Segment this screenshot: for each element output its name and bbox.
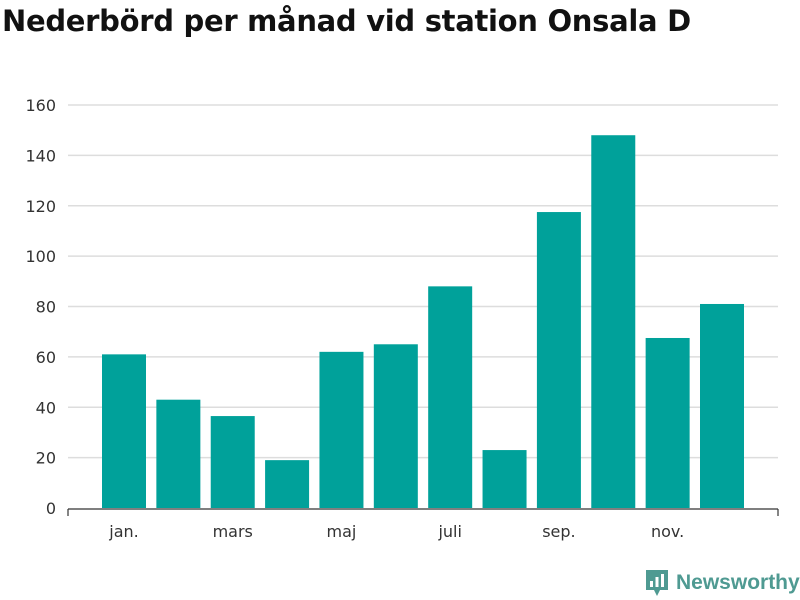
y-tick-label: 100 bbox=[25, 247, 56, 266]
bar bbox=[591, 135, 636, 508]
y-tick-label: 160 bbox=[25, 96, 56, 115]
tick-labels: 0 20 40 60 80 100 120 140 160 jan. mars maj juli sep.… bbox=[25, 96, 684, 541]
x-tick-label: sep. bbox=[542, 522, 575, 541]
y-tick-label: 80 bbox=[36, 298, 56, 317]
bar bbox=[428, 286, 473, 508]
axes bbox=[67, 508, 779, 516]
bar bbox=[319, 351, 364, 508]
y-tick-label: 140 bbox=[25, 146, 56, 165]
brand-logo: Newsworthy bbox=[644, 568, 800, 598]
y-tick-label: 20 bbox=[36, 449, 56, 468]
bar bbox=[210, 416, 255, 508]
bar bbox=[265, 460, 310, 508]
y-tick-label: 0 bbox=[46, 499, 56, 518]
bar bbox=[536, 212, 581, 508]
newsworthy-logo-icon bbox=[646, 570, 668, 596]
bars bbox=[102, 135, 744, 508]
bar bbox=[700, 303, 744, 508]
bar bbox=[102, 354, 146, 508]
y-tick-label: 40 bbox=[36, 398, 56, 417]
x-tick-label: jan. bbox=[108, 522, 138, 541]
bar bbox=[645, 337, 690, 508]
brand-name: Newsworthy bbox=[676, 571, 800, 594]
bar bbox=[482, 450, 527, 508]
y-tick-label: 120 bbox=[25, 197, 56, 216]
x-tick-label: nov. bbox=[651, 522, 684, 541]
x-tick-label: juli bbox=[437, 522, 461, 541]
x-tick-label: mars bbox=[213, 522, 253, 541]
bar bbox=[156, 399, 201, 508]
y-tick-label: 60 bbox=[36, 348, 56, 367]
x-tick-label: maj bbox=[327, 522, 357, 541]
bar bbox=[373, 344, 418, 508]
chart-title: Nederbörd per månad vid station Onsala D bbox=[2, 4, 691, 38]
